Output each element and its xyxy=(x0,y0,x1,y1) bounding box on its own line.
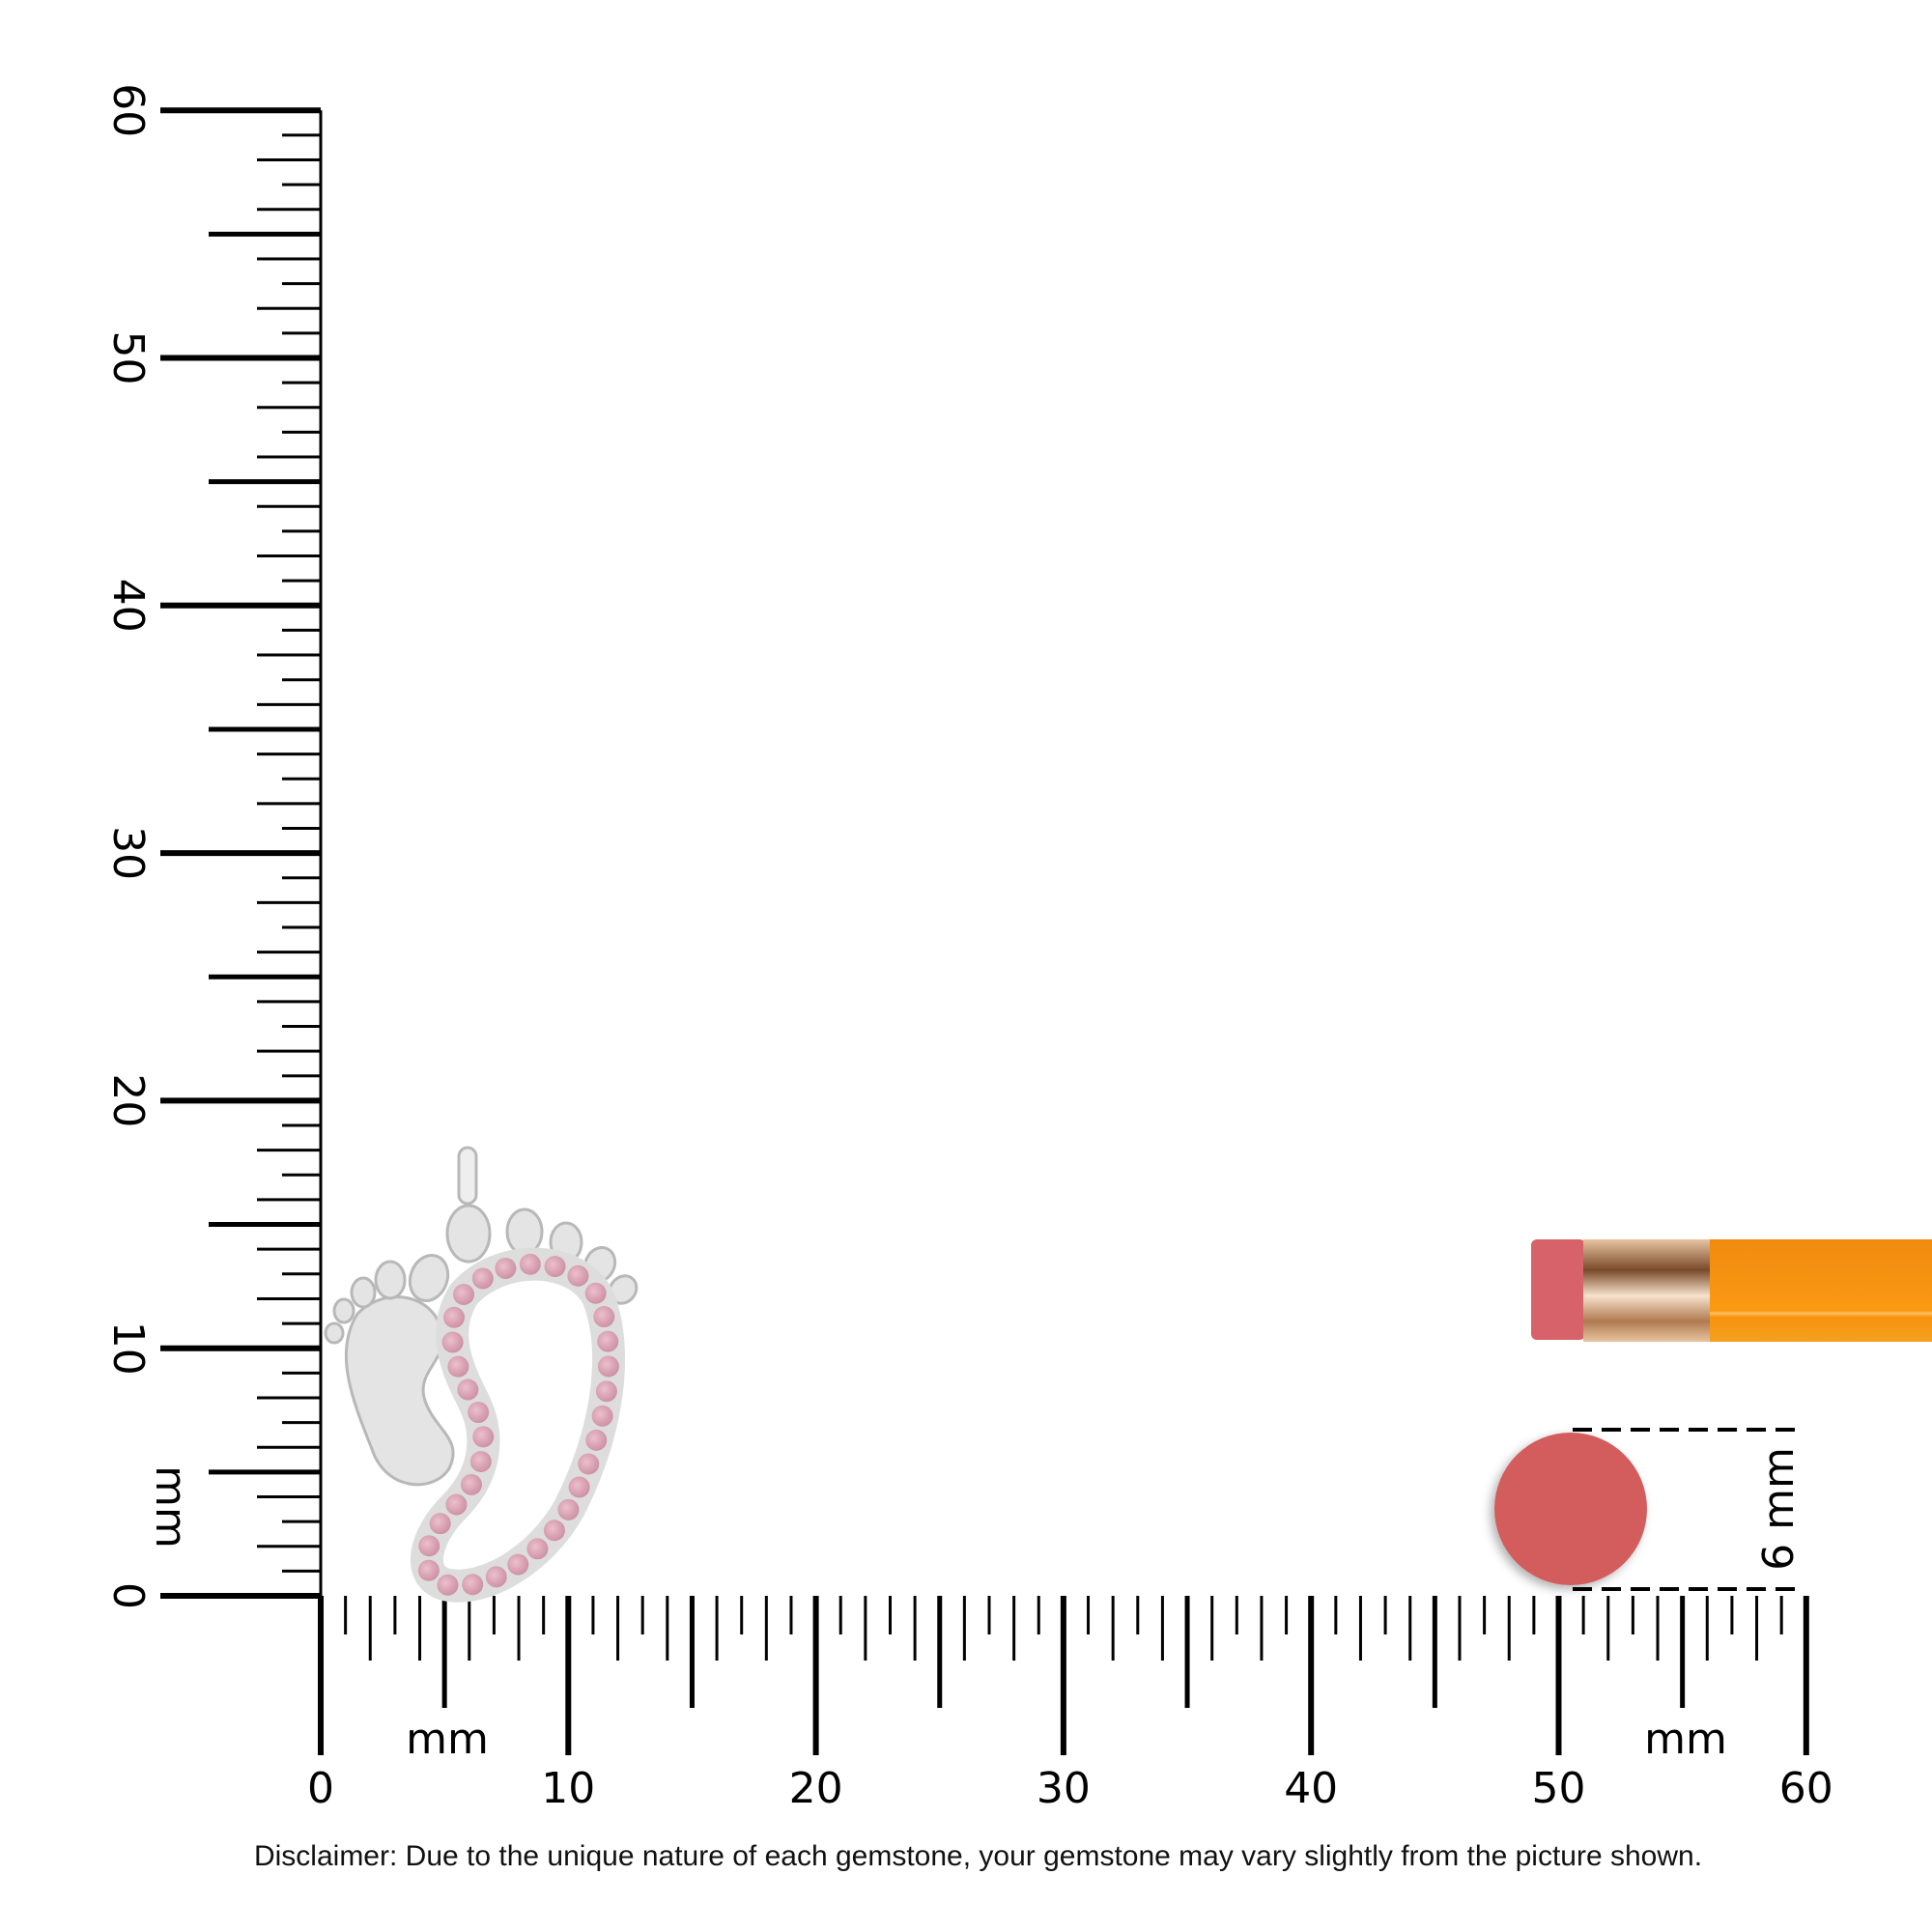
pink-gemstone xyxy=(472,1426,495,1448)
baby-feet-pendant xyxy=(324,1146,639,1603)
pink-gemstone xyxy=(418,1535,440,1557)
horizontal-tick-label: 50 xyxy=(1532,1764,1586,1813)
pink-gemstone xyxy=(468,1402,490,1424)
horizontal-tick-label: 60 xyxy=(1779,1764,1833,1813)
pink-gemstone xyxy=(441,1331,464,1353)
pink-gemstone xyxy=(585,1429,608,1451)
pink-gemstone xyxy=(595,1380,617,1403)
pink-gemstone xyxy=(584,1282,607,1304)
pink-gemstone xyxy=(437,1574,459,1596)
horizontal-tick-label: 40 xyxy=(1284,1764,1338,1813)
vertical-tick-label: 50 xyxy=(103,331,153,385)
pink-gemstone xyxy=(591,1405,613,1427)
vertical-tick-label: 30 xyxy=(103,826,153,880)
pink-gemstone xyxy=(597,1330,619,1352)
pink-gemstone xyxy=(429,1513,451,1535)
vertical-tick-label: 60 xyxy=(103,83,153,137)
pink-gemstone xyxy=(457,1378,479,1401)
pink-gemstone xyxy=(568,1476,590,1498)
pink-gemstone xyxy=(469,1450,492,1472)
pink-gemstone xyxy=(567,1264,589,1287)
pencil-body xyxy=(1710,1239,1932,1342)
vertical-tick-label: 0 xyxy=(103,1582,153,1609)
horizontal-ruler xyxy=(318,1596,1809,1755)
ferrule xyxy=(1583,1239,1711,1342)
pink-gemstone xyxy=(544,1256,566,1278)
horizontal-tick-label: 10 xyxy=(541,1764,595,1813)
pink-gemstone xyxy=(578,1453,600,1475)
pink-gemstone xyxy=(443,1306,466,1328)
reference-gem: 6 mm xyxy=(1494,1428,1804,1591)
pink-gemstone xyxy=(471,1267,494,1290)
pink-gemstone xyxy=(417,1559,440,1581)
pink-gemstone xyxy=(462,1574,484,1596)
horizontal-unit-label-left: mm xyxy=(406,1715,489,1764)
pink-gemstone xyxy=(445,1493,468,1516)
pink-gemstone xyxy=(526,1538,549,1560)
horizontal-tick-label: 0 xyxy=(307,1764,334,1813)
pink-gemstone xyxy=(453,1284,474,1305)
pink-gemstone xyxy=(597,1355,619,1378)
pink-gemstone xyxy=(485,1566,507,1588)
pink-gemstone xyxy=(543,1520,565,1542)
vertical-tick-label: 20 xyxy=(103,1073,153,1127)
pink-gemstone xyxy=(519,1253,541,1275)
disclaimer-text: Disclaimer: Due to the unique nature of … xyxy=(253,1840,1703,1872)
horizontal-tick-label: 30 xyxy=(1037,1764,1091,1813)
pencil-reference xyxy=(1531,1239,1932,1342)
gem-size-label: 6 mm xyxy=(1754,1447,1804,1571)
pink-gemstone xyxy=(557,1498,580,1520)
vertical-tick-label: 10 xyxy=(103,1321,153,1376)
horizontal-tick-label: 20 xyxy=(789,1764,843,1813)
pink-gemstone xyxy=(495,1257,517,1279)
pink-gemstone xyxy=(447,1355,469,1378)
vertical-tick-label: 40 xyxy=(103,579,153,633)
eraser xyxy=(1531,1239,1585,1340)
vertical-unit-label: mm xyxy=(146,1465,195,1548)
bail xyxy=(457,1146,478,1206)
pink-gemstone xyxy=(460,1473,482,1495)
pink-gemstone xyxy=(593,1306,615,1328)
horizontal-unit-label-right: mm xyxy=(1644,1715,1727,1764)
vertical-ruler xyxy=(160,107,323,1599)
pink-gemstone xyxy=(507,1553,529,1576)
